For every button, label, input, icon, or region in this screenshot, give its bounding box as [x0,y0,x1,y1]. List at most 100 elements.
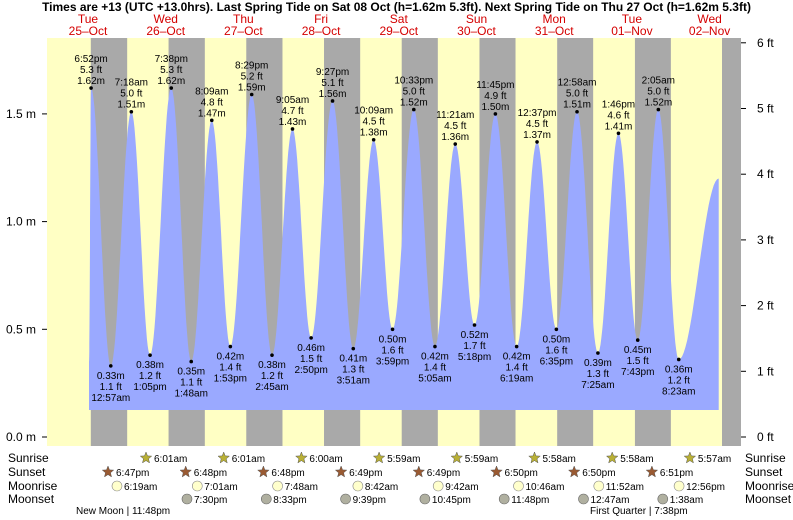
day-label-dow: Mon [543,12,566,26]
tide-time-label: 8:29pm [235,61,268,72]
tide-point [228,344,233,349]
tide-ft-label: 5.0 ft [120,89,142,100]
tide-point [330,99,335,103]
moonrise-icon [593,480,605,492]
tide-m-label: 1.43m [279,117,307,128]
tide-m-label: 0.50m [379,334,407,345]
moonrise-time: 10:46am [526,482,565,493]
sunrise-time: 6:00am [309,454,342,465]
moonset-icon [340,493,351,505]
tide-m-label: 1.59m [238,83,266,94]
tide-time-label: 2:45am [255,382,288,393]
tide-m-label: 1.51m [117,100,145,111]
tide-time-label: 12:57am [91,393,130,404]
tide-m-label: 1.37m [523,130,551,141]
tide-time-label: 3:59pm [376,356,409,367]
moonrise-icon [272,480,283,492]
tide-point [676,357,681,362]
tide-ft-label: 1.1 ft [180,378,202,389]
tide-m-label: 0.42m [216,352,244,363]
tide-ft-label: 1.2 ft [139,371,161,382]
tide-point [351,346,356,351]
tide-point [169,86,174,90]
tide-ft-label: 1.5 ft [300,354,322,365]
tide-ft-label: 1.2 ft [668,375,690,386]
tide-point [433,344,437,349]
tide-time-label: 2:50pm [294,365,327,376]
sunset-time: 6:51pm [660,468,693,479]
tide-point [453,142,458,146]
tide-ft-label: 4.5 ft [444,121,466,132]
tide-time-label: 12:58am [558,78,597,89]
sunrise-time: 6:01am [232,454,265,465]
sunset-time: 6:50pm [582,468,615,479]
moonset-icon [419,493,431,505]
tide-time-label: 10:09am [354,106,393,117]
tide-point [472,323,477,327]
tide-ft-label: 5.1 ft [321,78,343,89]
sunset-icon [490,465,503,478]
tide-time-label: 1:48am [175,389,208,400]
sunrise-icon [528,451,541,464]
moonset-icon [657,493,669,505]
sunrise-time: 6:01am [154,454,187,465]
tide-point [129,109,134,114]
day-label-date: 30–Oct [457,24,496,38]
tide-ft-label: 4.8 ft [201,97,223,108]
tide-time-label: 6:52pm [74,54,107,65]
chart-title: Times are +13 (UTC +13.0hrs). Last Sprin… [42,0,751,14]
tide-ft-label: 4.7 ft [281,106,303,117]
moonrise-icon [111,480,123,492]
y-tick-label-right: 2 ft [757,299,774,313]
day-label-dow: Tue [78,12,99,26]
sunset-icon [645,465,659,478]
tide-point [535,140,539,144]
moonset-icon [498,493,510,505]
row-label-left: Moonrise [8,479,58,493]
moonset-time: 11:48pm [511,495,549,506]
tide-ft-label: 1.7 ft [463,341,485,352]
tide-time-label: 7:43pm [621,367,654,378]
sunset-time: 6:48pm [194,468,227,479]
tide-m-label: 0.42m [503,352,531,363]
sunset-icon [567,465,581,478]
tide-ft-label: 4.5 ft [363,117,385,128]
moonrise-time: 11:52am [606,482,644,493]
row-label-left: Sunrise [8,451,49,465]
tide-m-label: 0.33m [97,371,125,382]
sunrise-icon [605,451,619,464]
tide-ft-label: 5.0 ft [566,89,588,100]
moonset-time: 10:45pm [432,495,471,506]
tide-time-label: 1:53pm [214,374,247,385]
tide-m-label: 0.50m [542,334,570,345]
tide-point [493,112,498,116]
y-tick-label-right: 5 ft [757,102,774,116]
moonset-icon [260,493,272,505]
row-label-right: Moonset [745,492,792,506]
sunset-time: 6:49pm [427,468,460,479]
sunset-time: 6:48pm [271,468,304,479]
moonrise-time: 7:01am [204,482,237,493]
tide-m-label: 0.52m [461,330,489,341]
day-label-dow: Thu [233,12,254,26]
tide-time-label: 1:05pm [133,382,166,393]
tide-point [270,353,274,357]
row-label-right: Moonrise [745,479,793,493]
tide-ft-label: 1.4 ft [506,363,528,374]
tide-time-label: 7:18am [115,78,148,89]
tide-point [575,109,579,114]
tide-ft-label: 4.9 ft [484,91,506,102]
sunset-time: 6:50pm [505,468,538,479]
tide-ft-label: 1.4 ft [424,363,446,374]
day-label-date: 02–Nov [689,24,730,38]
tide-time-label: 5:18pm [458,352,491,363]
day-label-dow: Sat [390,12,409,26]
sunset-time: 6:49pm [349,468,382,479]
moonset-icon [181,493,193,505]
tide-point [514,344,519,349]
y-tick-label-right: 0 ft [757,430,774,444]
tide-m-label: 1.47m [198,108,226,119]
tide-time-label: 8:23am [662,386,695,397]
moonset-time: 1:38am [670,495,703,506]
